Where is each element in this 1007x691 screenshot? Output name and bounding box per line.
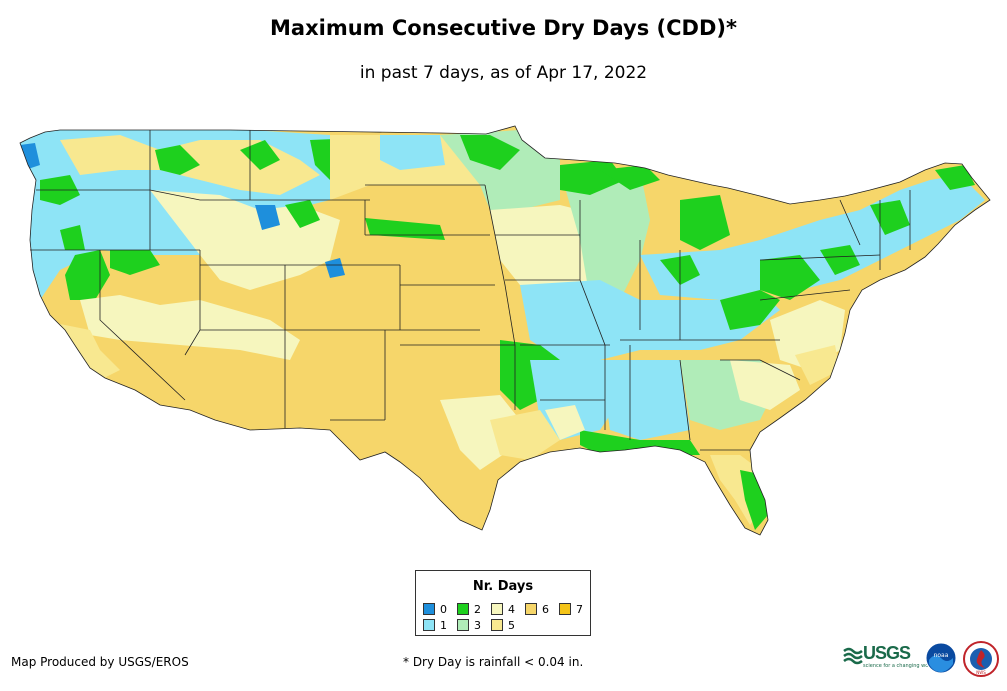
legend-label: 4	[508, 603, 515, 616]
map-title: Maximum Consecutive Dry Days (CDD)*	[270, 16, 737, 40]
legend-item-1: 1	[423, 619, 447, 632]
nws-logo-icon: NWS	[963, 641, 999, 677]
state-borders	[19, 125, 991, 536]
legend-item-7: 7	[559, 603, 583, 616]
usgs-tagline: science for a changing world	[863, 663, 935, 669]
producer-credit: Map Produced by USGS/EROS	[11, 655, 189, 669]
legend-swatch	[525, 603, 537, 615]
dry-day-note: * Dry Day is rainfall < 0.04 in.	[403, 655, 584, 669]
legend-item-3: 3	[457, 619, 481, 632]
legend-swatch	[457, 619, 469, 631]
legend-label: 7	[576, 603, 583, 616]
legend-item-6: 6	[525, 603, 549, 616]
legend-label: 6	[542, 603, 549, 616]
legend-label: 1	[440, 619, 447, 632]
legend-label: 2	[474, 603, 481, 616]
legend-label: 5	[508, 619, 515, 632]
legend-swatch	[491, 603, 503, 615]
noaa-logo-icon: noaa	[925, 642, 957, 674]
cdd-fill-layer	[20, 126, 990, 535]
legend-swatch	[559, 603, 571, 615]
map-subtitle: in past 7 days, as of Apr 17, 2022	[359, 63, 648, 83]
legend-item-5: 5	[491, 619, 515, 632]
legend-label: 3	[474, 619, 481, 632]
legend-box: Nr. Days 0 1 2 3 4 5 6 7	[415, 570, 591, 636]
legend-item-0: 0	[423, 603, 447, 616]
nws-label: NWS	[976, 670, 986, 675]
usgs-wave-icon	[843, 647, 863, 665]
legend-label: 0	[440, 603, 447, 616]
usgs-logo: USGS science for a changing world	[843, 643, 935, 673]
legend-item-4: 4	[491, 603, 515, 616]
legend-swatch	[423, 603, 435, 615]
noaa-label: noaa	[934, 652, 949, 659]
usgs-wordmark: USGS	[863, 643, 911, 663]
legend-title: Nr. Days	[472, 579, 534, 594]
legend-swatch	[423, 619, 435, 631]
legend-swatch	[457, 603, 469, 615]
legend-swatch	[491, 619, 503, 631]
legend-item-2: 2	[457, 603, 481, 616]
